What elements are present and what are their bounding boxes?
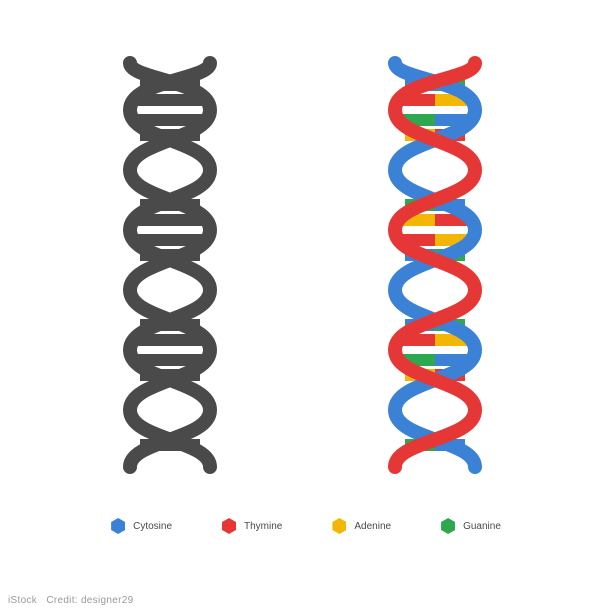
legend-label: Cytosine: [133, 521, 172, 532]
legend-label: Guanine: [463, 521, 501, 532]
dna-infographic: Cytosine Thymine Adenine Guanine iStock Cre…: [0, 0, 612, 612]
hexagon-icon: [332, 518, 346, 534]
hexagon-icon: [222, 518, 236, 534]
legend-item-adenine: Adenine: [332, 518, 391, 534]
watermark: iStock Credit: designer29: [8, 595, 133, 606]
watermark-credit: Credit: designer29: [46, 595, 133, 606]
dna-helix-colored: [370, 55, 500, 480]
legend-label: Adenine: [354, 521, 391, 532]
watermark-brand: iStock: [8, 595, 37, 606]
hexagon-icon: [111, 518, 125, 534]
legend-item-thymine: Thymine: [222, 518, 282, 534]
legend: Cytosine Thymine Adenine Guanine: [0, 518, 612, 534]
legend-item-guanine: Guanine: [441, 518, 501, 534]
dna-helix-monochrome: [105, 55, 235, 480]
hexagon-icon: [441, 518, 455, 534]
legend-label: Thymine: [244, 521, 282, 532]
legend-item-cytosine: Cytosine: [111, 518, 172, 534]
